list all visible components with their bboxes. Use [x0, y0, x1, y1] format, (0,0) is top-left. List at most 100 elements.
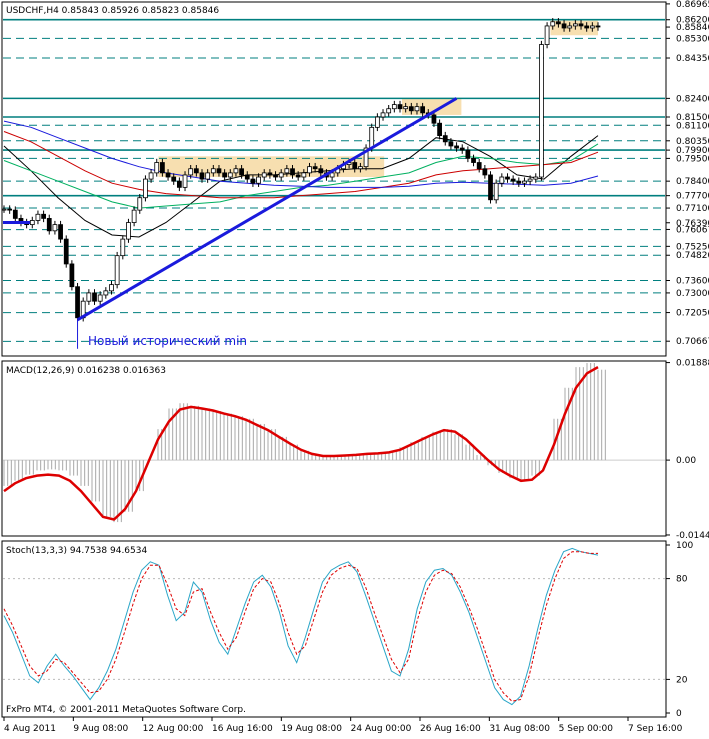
annotation-label: Новый исторический min: [88, 334, 247, 348]
candle-body: [358, 166, 363, 170]
candle-body: [533, 176, 539, 180]
candle-body: [171, 176, 177, 182]
moving-average-line: [3, 131, 599, 199]
candle-body: [205, 172, 211, 180]
candle-body: [63, 238, 69, 265]
candle-body: [75, 286, 80, 319]
time-tick-label: 5 Sep 00:00: [559, 724, 614, 734]
candle-body: [420, 106, 426, 114]
price-tick-label: 0.86965: [676, 0, 709, 10]
time-tick-label: 16 Aug 16:00: [212, 724, 273, 734]
stoch-signal-line: [3, 551, 598, 702]
candle-body: [103, 290, 109, 296]
time-tick-label: 31 Aug 08:00: [489, 724, 550, 734]
time-tick-label: 9 Aug 08:00: [73, 724, 128, 734]
macd-series: 0.018880 0.00 -0.014495: [3, 359, 709, 541]
candle-body: [154, 162, 160, 174]
candle-body: [222, 172, 228, 178]
candle-body: [584, 25, 590, 29]
candle-body: [290, 168, 295, 176]
candle-body: [386, 108, 392, 114]
candle-body: [352, 162, 358, 170]
candle-body: [109, 284, 114, 292]
macd-signal-line: [3, 366, 599, 521]
time-tick-label: 4 Aug 2011: [4, 724, 56, 734]
candle-body: [567, 25, 573, 29]
macd-tick-label: -0.014495: [676, 531, 709, 541]
candle-body: [550, 21, 556, 27]
time-tick-label: 24 Aug 00:00: [351, 724, 412, 734]
candle-body: [527, 178, 533, 182]
candle-body: [97, 294, 103, 302]
horizontal-levels: [3, 18, 665, 342]
candle-body: [199, 172, 205, 180]
stoch-tick-label: 100: [676, 541, 693, 551]
candle-body: [572, 23, 578, 27]
main-panel-frame: [1, 1, 667, 357]
candle-body: [239, 168, 244, 176]
stoch-main-line: [3, 547, 599, 706]
time-tick-label: 26 Aug 16:00: [420, 724, 481, 734]
moving-average-line: [3, 143, 599, 209]
candle-body: [227, 172, 233, 178]
candle-body: [391, 104, 397, 110]
candle-body: [29, 220, 35, 226]
candle-body: [143, 178, 148, 199]
macd-tick-label: 0.00: [676, 456, 696, 466]
candle-body: [454, 145, 459, 149]
candle-body: [148, 172, 154, 180]
candle-body: [482, 168, 488, 176]
copyright-label: FxPro MT4, © 2001-2011 MetaQuotes Softwa…: [6, 705, 246, 715]
candle-body: [182, 174, 188, 188]
price-tick-label: 0.70667: [676, 337, 709, 347]
candle-body: [52, 224, 58, 232]
candle-body: [120, 238, 126, 257]
candle-body: [92, 292, 97, 302]
moving-average-line: [3, 120, 599, 188]
price-candles: [1, 18, 601, 322]
candle-body: [137, 197, 143, 211]
candle-body: [312, 166, 318, 170]
candle-body: [46, 218, 52, 232]
candle-body: [442, 135, 448, 143]
time-tick-label: 19 Aug 08:00: [281, 724, 342, 734]
stoch-label: Stoch(13,3,3) 94.7538 94.6534: [6, 546, 147, 556]
candle-body: [476, 162, 482, 170]
candle-body: [261, 172, 267, 178]
macd-tick-label: 0.018880: [676, 359, 709, 369]
candle-body: [510, 178, 516, 182]
candle-body: [58, 224, 63, 240]
candle-body: [35, 213, 41, 221]
chart-header: USDCHF,H4 0.85843 0.85926 0.85823 0.8584…: [6, 6, 219, 16]
candle-body: [295, 174, 301, 178]
candle-body: [318, 168, 324, 174]
candle-body: [176, 180, 182, 188]
candle-body: [408, 106, 414, 112]
price-tick-label: 0.76067: [676, 225, 709, 235]
candle-body: [69, 263, 75, 288]
candle-body: [414, 106, 420, 112]
candle-body: [397, 104, 403, 110]
candle-body: [578, 23, 584, 27]
candle-body: [126, 222, 131, 240]
macd-label: MACD(12,26,9) 0.016238 0.016363: [6, 366, 166, 376]
candle-body: [41, 213, 46, 219]
candle-body: [256, 176, 261, 184]
candle-body: [267, 172, 273, 176]
stoch-series: 100 80 20 0: [3, 541, 693, 719]
candle-body: [493, 182, 499, 201]
candle-body: [437, 122, 442, 137]
candle-body: [7, 208, 13, 211]
